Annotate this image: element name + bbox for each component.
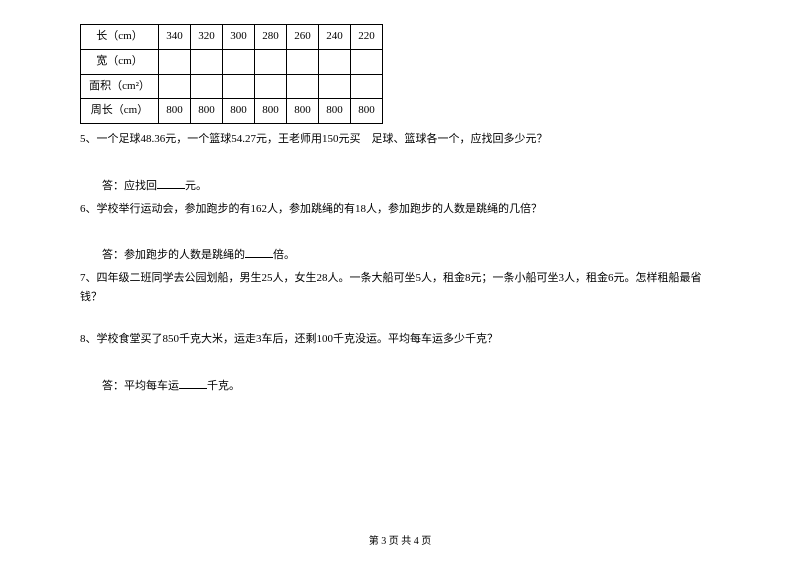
cell bbox=[191, 74, 223, 99]
question-8: 8、学校食堂买了850千克大米，运走3车后，还剩100千克没运。平均每车运多少千… bbox=[80, 330, 720, 349]
question-5: 5、一个足球48.36元，一个篮球54.27元，王老师用150元买 足球、篮球各… bbox=[80, 130, 720, 149]
cell bbox=[319, 49, 351, 74]
cell bbox=[351, 74, 383, 99]
page-footer: 第 3 页 共 4 页 bbox=[0, 532, 800, 547]
cell bbox=[159, 49, 191, 74]
row-label: 周长（cm） bbox=[81, 99, 159, 124]
row-label: 宽（cm） bbox=[81, 49, 159, 74]
cell: 800 bbox=[191, 99, 223, 124]
cell: 800 bbox=[319, 99, 351, 124]
row-label: 长（cm） bbox=[81, 25, 159, 50]
answer-5: 答：应找回 元。 bbox=[80, 177, 720, 196]
answer-suffix: 元。 bbox=[185, 180, 207, 192]
cell: 300 bbox=[223, 25, 255, 50]
cell: 340 bbox=[159, 25, 191, 50]
page-content: 长（cm） 340 320 300 280 260 240 220 宽（cm） … bbox=[80, 24, 720, 396]
cell bbox=[255, 49, 287, 74]
answer-prefix: 答：参加跑步的人数是跳绳的 bbox=[102, 249, 245, 261]
cell: 800 bbox=[159, 99, 191, 124]
cell bbox=[191, 49, 223, 74]
blank bbox=[179, 377, 207, 389]
cell: 240 bbox=[319, 25, 351, 50]
answer-suffix: 倍。 bbox=[273, 249, 295, 261]
cell bbox=[255, 74, 287, 99]
cell: 800 bbox=[287, 99, 319, 124]
blank bbox=[157, 177, 185, 189]
question-6: 6、学校举行运动会，参加跑步的有162人，参加跳绳的有18人，参加跑步的人数是跳… bbox=[80, 200, 720, 219]
answer-6: 答：参加跑步的人数是跳绳的 倍。 bbox=[80, 246, 720, 265]
cell: 800 bbox=[255, 99, 287, 124]
row-label: 面积（cm²） bbox=[81, 74, 159, 99]
data-table: 长（cm） 340 320 300 280 260 240 220 宽（cm） … bbox=[80, 24, 383, 124]
cell: 800 bbox=[351, 99, 383, 124]
cell: 280 bbox=[255, 25, 287, 50]
cell bbox=[223, 74, 255, 99]
table-row: 周长（cm） 800 800 800 800 800 800 800 bbox=[81, 99, 383, 124]
answer-suffix: 千克。 bbox=[207, 380, 240, 392]
cell: 800 bbox=[223, 99, 255, 124]
cell bbox=[223, 49, 255, 74]
cell bbox=[319, 74, 351, 99]
answer-prefix: 答：应找回 bbox=[102, 180, 157, 192]
blank bbox=[245, 246, 273, 258]
answer-8: 答：平均每车运 千克。 bbox=[80, 377, 720, 396]
question-7: 7、四年级二班同学去公园划船，男生25人，女生28人。一条大船可坐5人，租金8元… bbox=[80, 269, 720, 306]
cell: 220 bbox=[351, 25, 383, 50]
table-row: 面积（cm²） bbox=[81, 74, 383, 99]
table-row: 长（cm） 340 320 300 280 260 240 220 bbox=[81, 25, 383, 50]
cell bbox=[287, 74, 319, 99]
cell bbox=[351, 49, 383, 74]
cell bbox=[159, 74, 191, 99]
cell: 260 bbox=[287, 25, 319, 50]
answer-prefix: 答：平均每车运 bbox=[102, 380, 179, 392]
cell: 320 bbox=[191, 25, 223, 50]
cell bbox=[287, 49, 319, 74]
table-row: 宽（cm） bbox=[81, 49, 383, 74]
